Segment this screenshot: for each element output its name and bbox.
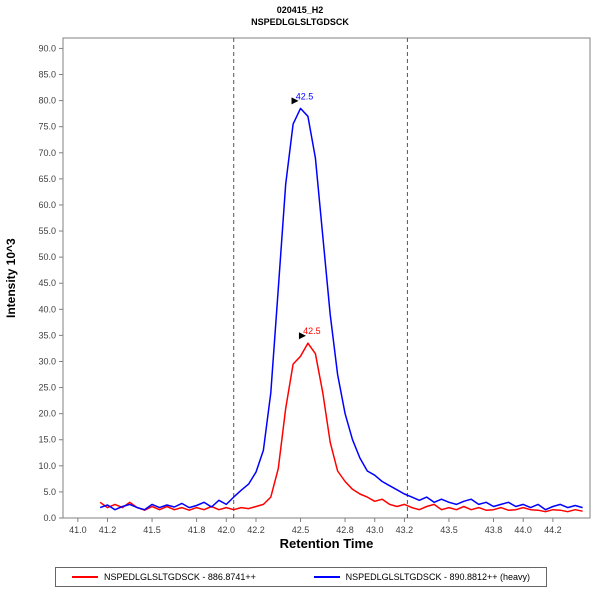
y-tick-label: 45.0 xyxy=(38,278,56,288)
peak-marker-0 xyxy=(298,332,306,340)
y-tick-label: 75.0 xyxy=(38,122,56,132)
x-tick-label: 42.8 xyxy=(336,525,354,535)
x-axis-label: Retention Time xyxy=(279,536,374,551)
x-tick-label: 41.0 xyxy=(69,525,87,535)
legend-item-heavy: NSPEDLGLSLTGDSCK - 890.8812++ (heavy) xyxy=(313,572,530,582)
x-tick-label: 43.0 xyxy=(366,525,384,535)
legend-line-red xyxy=(72,576,98,578)
y-tick-label: 0.0 xyxy=(43,513,56,523)
legend-item-light: NSPEDLGLSLTGDSCK - 886.8741++ xyxy=(72,572,256,582)
peak-marker-1 xyxy=(291,97,299,105)
y-tick-label: 35.0 xyxy=(38,330,56,340)
x-tick-label: 44.0 xyxy=(514,525,532,535)
chart-title-line1: 020415_H2 xyxy=(276,5,324,15)
x-tick-label: 43.5 xyxy=(440,525,458,535)
y-tick-label: 10.0 xyxy=(38,461,56,471)
x-tick-label: 41.8 xyxy=(188,525,206,535)
y-tick-label: 65.0 xyxy=(38,174,56,184)
chart-title-line2: NSPEDLGLSLTGDSCK xyxy=(251,17,349,27)
peak-annotation-0: 42.5 xyxy=(303,326,321,336)
y-tick-label: 30.0 xyxy=(38,356,56,366)
x-tick-label: 41.2 xyxy=(99,525,117,535)
y-tick-label: 25.0 xyxy=(38,383,56,393)
series-line-0 xyxy=(99,342,583,513)
y-tick-label: 40.0 xyxy=(38,304,56,314)
y-tick-label: 85.0 xyxy=(38,70,56,80)
legend-line-blue xyxy=(313,576,340,578)
x-tick-label: 42.5 xyxy=(292,525,310,535)
y-tick-label: 50.0 xyxy=(38,252,56,262)
y-axis-label: Intensity 10^3 xyxy=(4,238,18,318)
y-tick-label: 5.0 xyxy=(43,487,56,497)
x-tick-label: 43.8 xyxy=(485,525,503,535)
y-tick-label: 80.0 xyxy=(38,96,56,106)
x-tick-label: 42.2 xyxy=(247,525,265,535)
y-tick-label: 90.0 xyxy=(38,43,56,53)
legend: NSPEDLGLSLTGDSCK - 886.8741++ NSPEDLGLSL… xyxy=(55,567,547,587)
series-line-1 xyxy=(99,107,583,511)
y-tick-label: 20.0 xyxy=(38,409,56,419)
y-tick-label: 60.0 xyxy=(38,200,56,210)
legend-label-light: NSPEDLGLSLTGDSCK - 886.8741++ xyxy=(104,572,256,582)
legend-label-heavy: NSPEDLGLSLTGDSCK - 890.8812++ (heavy) xyxy=(345,572,530,582)
x-tick-label: 44.2 xyxy=(544,525,562,535)
y-tick-label: 15.0 xyxy=(38,435,56,445)
peak-annotation-1: 42.5 xyxy=(296,91,314,101)
y-tick-label: 70.0 xyxy=(38,148,56,158)
x-tick-label: 41.5 xyxy=(143,525,161,535)
x-tick-label: 43.2 xyxy=(396,525,414,535)
x-tick-label: 42.0 xyxy=(218,525,236,535)
y-tick-label: 55.0 xyxy=(38,226,56,236)
